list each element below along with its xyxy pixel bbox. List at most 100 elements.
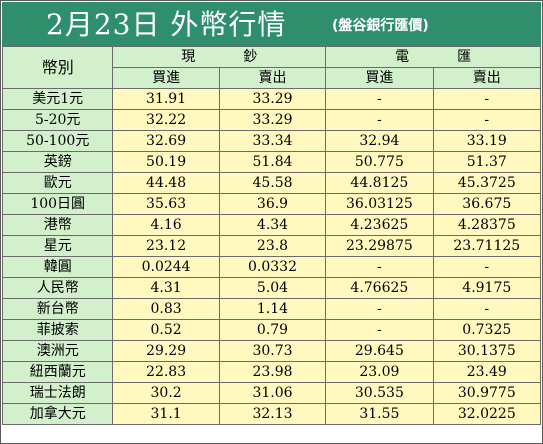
tt-buy-cell: 4.23625 [325, 214, 434, 236]
tt-buy-cell: - [325, 256, 434, 278]
cash-sell-cell: 1.14 [218, 298, 327, 320]
cash-sell-cell: 33.34 [218, 130, 327, 152]
tt-sell-cell: 32.0225 [432, 403, 542, 425]
table-row: 星元 23.12 23.8 23.29875 23.71125 [1, 235, 542, 257]
cash-sell-cell: 4.34 [218, 214, 327, 236]
cash-buy-cell: 50.19 [112, 151, 220, 173]
cash-buy-cell: 0.52 [112, 319, 220, 341]
tt-buy-cell: 31.55 [325, 403, 434, 425]
currency-name-cell: 5-20元 [1, 109, 114, 131]
tt-sell-cell: 33.19 [432, 130, 542, 152]
currency-name-cell: 星元 [1, 235, 114, 257]
tt-buy-cell: 36.03125 [325, 193, 434, 215]
cash-sell-cell: 5.04 [218, 277, 327, 299]
cash-sell-header: 賣出 [218, 67, 327, 89]
cash-buy-cell: 30.2 [112, 382, 220, 404]
cash-buy-cell: 4.31 [112, 277, 220, 299]
cash-sell-cell: 31.06 [218, 382, 327, 404]
table-row: 澳洲元 29.29 30.73 29.645 30.1375 [1, 340, 542, 362]
title-bar: 2月23日 外幣行情 (盤谷銀行匯價) [2, 2, 541, 46]
tt-buy-cell: 44.8125 [325, 172, 434, 194]
cash-sell-cell: 33.29 [218, 109, 327, 131]
currency-name-cell: 美元1元 [1, 88, 114, 110]
rate-rows: 美元1元 31.91 33.29- -5-20元 32.22 33.29- -50-100元… [1, 88, 542, 425]
cash-sell-cell: 23.8 [218, 235, 327, 257]
tt-sell-cell: - [432, 109, 542, 131]
tt-buy-cell: 23.09 [325, 361, 434, 383]
cash-buy-cell: 29.29 [112, 340, 220, 362]
cash-buy-cell: 0.83 [112, 298, 220, 320]
cash-sell-cell: 36.9 [218, 193, 327, 215]
currency-name-cell: 加拿大元 [1, 403, 114, 425]
tt-buy-cell: - [325, 298, 434, 320]
cash-buy-header: 買進 [112, 67, 220, 89]
currency-name-cell: 50-100元 [1, 130, 114, 152]
tt-sell-cell: 23.71125 [432, 235, 542, 257]
cash-sell-cell: 51.84 [218, 151, 327, 173]
currency-name-cell: 韓圓 [1, 256, 114, 278]
currency-column-header: 幣別 [1, 46, 114, 89]
cash-buy-cell: 32.22 [112, 109, 220, 131]
table-row: 歐元 44.48 45.58 44.8125 45.3725 [1, 172, 542, 194]
currency-name-cell: 英鎊 [1, 151, 114, 173]
table-row: 加拿大元 31.1 32.13 31.55 32.0225 [1, 403, 542, 425]
tt-sell-cell: 23.49 [432, 361, 542, 383]
currency-name-cell: 瑞士法朗 [1, 382, 114, 404]
table-row: 美元1元 31.91 33.29- - [1, 88, 542, 110]
table-row: 菲披索 0.52 0.79-0.7325 [1, 319, 542, 341]
table-row: 5-20元 32.22 33.29- - [1, 109, 542, 131]
tt-buy-cell: 32.94 [325, 130, 434, 152]
tt-sell-cell: 4.28375 [432, 214, 542, 236]
currency-name-cell: 歐元 [1, 172, 114, 194]
cash-sell-cell: 30.73 [218, 340, 327, 362]
cash-buy-cell: 31.91 [112, 88, 220, 110]
table-row: 韓圓 0.0244 0.0332- - [1, 256, 542, 278]
table-row: 瑞士法朗 30.2 31.06 30.535 30.9775 [1, 382, 542, 404]
cash-buy-cell: 32.69 [112, 130, 220, 152]
cash-sell-cell: 0.79 [218, 319, 327, 341]
currency-name-cell: 港幣 [1, 214, 114, 236]
currency-name-cell: 澳洲元 [1, 340, 114, 362]
exchange-rate-table: 幣別 現鈔 電匯 買進 賣出 買進 賣出 美元1元 31.91 33.29- -5-2… [1, 46, 542, 425]
page-title: 2月23日 外幣行情 [46, 8, 287, 41]
cash-group-header: 現鈔 [112, 46, 327, 68]
tt-buy-cell: 50.775 [325, 151, 434, 173]
tt-buy-cell: - [325, 109, 434, 131]
currency-name-cell: 新台幣 [1, 298, 114, 320]
cash-sell-cell: 33.29 [218, 88, 327, 110]
tt-sell-cell: 51.37 [432, 151, 542, 173]
tt-group-header: 電匯 [325, 46, 541, 68]
table-row: 100日圓 35.63 36.9 36.03125 36.675 [1, 193, 542, 215]
tt-sell-cell: 30.1375 [432, 340, 542, 362]
tt-sell-cell: - [432, 88, 542, 110]
currency-name-cell: 紐西蘭元 [1, 361, 114, 383]
tt-buy-cell: - [325, 88, 434, 110]
cash-sell-cell: 45.58 [218, 172, 327, 194]
currency-name-cell: 菲披索 [1, 319, 114, 341]
table-row: 人民幣 4.31 5.04 4.76625 4.9175 [1, 277, 542, 299]
tt-buy-cell: 29.645 [325, 340, 434, 362]
tt-sell-cell: 0.7325 [432, 319, 542, 341]
tt-sell-cell: 45.3725 [432, 172, 542, 194]
tt-buy-cell: - [325, 319, 434, 341]
tt-sell-cell: 36.675 [432, 193, 542, 215]
cash-buy-cell: 31.1 [112, 403, 220, 425]
tt-buy-header: 買進 [325, 67, 434, 89]
currency-name-cell: 人民幣 [1, 277, 114, 299]
tt-sell-cell: - [432, 256, 542, 278]
tt-sell-cell: 4.9175 [432, 277, 542, 299]
cash-buy-cell: 23.12 [112, 235, 220, 257]
source-label: (盤谷銀行匯價) [332, 18, 429, 34]
cash-buy-cell: 35.63 [112, 193, 220, 215]
cash-sell-cell: 23.98 [218, 361, 327, 383]
table-row: 新台幣 0.83 1.14- - [1, 298, 542, 320]
tt-buy-cell: 30.535 [325, 382, 434, 404]
cash-sell-cell: 0.0332 [218, 256, 327, 278]
tt-sell-cell: - [432, 298, 542, 320]
table-row: 港幣 4.16 4.34 4.23625 4.28375 [1, 214, 542, 236]
table-row: 50-100元 32.69 33.34 32.94 33.19 [1, 130, 542, 152]
tt-buy-cell: 4.76625 [325, 277, 434, 299]
cash-buy-cell: 4.16 [112, 214, 220, 236]
cash-buy-cell: 22.83 [112, 361, 220, 383]
